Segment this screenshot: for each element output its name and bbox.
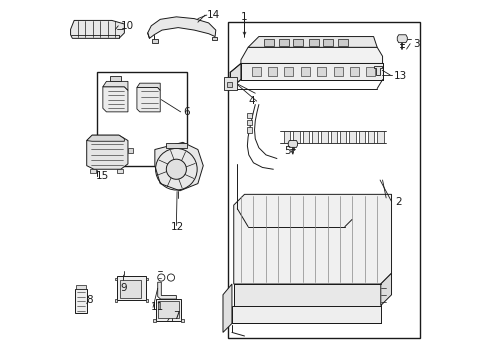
Text: 2: 2 [394,197,401,207]
Bar [97,72,187,166]
Bar [300,67,309,76]
Polygon shape [152,40,158,43]
Bar [321,131,327,143]
Bar [330,131,336,143]
Polygon shape [70,21,124,39]
Bar [117,276,145,300]
Bar [349,67,358,76]
Text: 5: 5 [284,146,290,156]
Polygon shape [115,299,117,302]
Polygon shape [223,284,231,332]
Text: 4: 4 [248,96,255,106]
Polygon shape [110,76,121,81]
Polygon shape [147,17,215,39]
Bar [323,39,333,45]
Circle shape [166,159,186,179]
Bar [267,67,277,76]
Text: 9: 9 [121,283,127,293]
Bar [284,131,290,143]
Bar [333,67,342,76]
Polygon shape [287,140,297,147]
Bar [292,39,303,45]
Polygon shape [233,194,391,284]
Polygon shape [89,169,96,173]
Bar [251,67,260,76]
Text: 14: 14 [206,10,220,20]
Polygon shape [396,35,407,42]
Polygon shape [180,319,183,321]
Polygon shape [230,63,241,89]
Polygon shape [128,148,132,153]
Bar [376,131,383,143]
Bar [158,301,178,319]
Bar [284,67,293,76]
Text: 12: 12 [171,222,184,231]
Bar [308,39,319,45]
Bar [75,289,86,314]
Text: 1: 1 [241,12,247,22]
Polygon shape [137,87,160,112]
Bar [155,299,180,320]
Polygon shape [137,83,160,90]
Polygon shape [241,47,382,63]
Polygon shape [231,306,381,323]
Text: 8: 8 [86,295,93,305]
Polygon shape [102,87,128,112]
Polygon shape [158,282,176,299]
Polygon shape [380,273,391,306]
Bar [358,131,364,143]
Polygon shape [153,319,155,321]
Polygon shape [233,284,380,306]
Bar [120,280,140,298]
Bar [302,131,308,143]
Polygon shape [247,127,251,133]
Polygon shape [145,278,148,280]
Text: 13: 13 [392,71,406,81]
Polygon shape [145,299,148,302]
Polygon shape [165,143,187,148]
Polygon shape [86,135,128,169]
Polygon shape [247,37,376,47]
Bar [366,67,375,76]
Bar [278,39,288,45]
Text: 6: 6 [183,107,190,117]
Bar [228,22,419,338]
Polygon shape [247,120,251,126]
Bar [227,82,231,87]
Text: 15: 15 [96,171,109,181]
Polygon shape [211,37,216,40]
Polygon shape [86,135,124,141]
Text: 7: 7 [172,311,179,321]
Polygon shape [247,113,251,118]
Bar [293,131,299,143]
Bar [264,39,274,45]
Bar [317,67,325,76]
Text: 11: 11 [151,302,164,312]
Text: 3: 3 [412,39,419,49]
Polygon shape [241,63,382,80]
Polygon shape [117,169,123,173]
Text: 10: 10 [121,21,134,31]
Polygon shape [155,142,203,191]
Polygon shape [224,77,237,90]
Bar [337,39,347,45]
Bar [339,131,346,143]
Polygon shape [76,285,86,289]
Bar [348,131,355,143]
Bar [367,131,373,143]
Polygon shape [102,81,128,90]
Bar [311,131,318,143]
Polygon shape [373,66,382,75]
Polygon shape [115,278,117,280]
